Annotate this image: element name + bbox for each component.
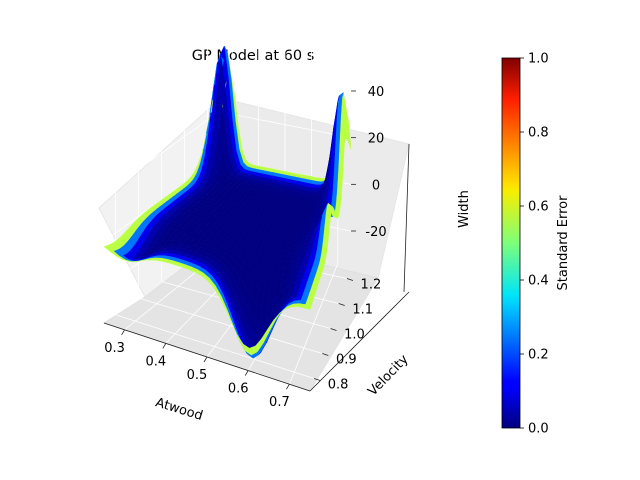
x-tick-mark [203,356,208,363]
y-tick-label: 0.8 [328,378,349,393]
y-tick-mark [338,303,345,306]
colorbar-tick-label: 0.8 [528,126,549,141]
colorbar-gradient [501,57,521,429]
z-axis-label: Width [457,190,472,228]
x-tick-label: 0.7 [269,395,290,410]
x-tick-label: 0.4 [145,354,166,369]
z-axis-line [403,143,410,293]
y-tick-mark [330,328,337,331]
colorbar-tick-label: 0.0 [528,422,549,437]
y-tick-label: 1.1 [352,303,373,318]
y-axis-label: Velocity [365,352,411,399]
chart-title: GP Model at 60 s [192,48,315,64]
x-tick-label: 0.6 [228,382,249,397]
colorbar-tick-label: 1.0 [528,52,549,67]
x-tick-mark [162,343,167,349]
colorbar-tick-label: 0.4 [528,274,549,289]
x-tick-mark [244,370,249,376]
x-axis-label: Atwood [154,395,205,424]
colorbar-ticks: 0.0 0.2 0.4 0.6 0.8 1.0 [520,52,549,437]
colorbar: 0.0 0.2 0.4 0.6 0.8 1.0 Standard Error [501,52,571,437]
y-tick-label: 1.0 [344,328,365,343]
y-tick-mark [313,378,321,381]
surface-patch [103,245,114,252]
x-tick-mark [286,383,290,390]
surface-plot [103,45,352,359]
y-tick-mark [322,353,329,356]
y-tick-label: 0.9 [336,353,357,368]
z-tick-label: 0 [372,178,380,193]
colorbar-label: Standard Error [556,195,571,291]
z-tick-label: -20 [365,225,386,240]
x-tick-label: 0.3 [104,341,125,356]
z-tick-label: 20 [368,132,385,147]
x-tick-mark [121,329,125,336]
y-ticks: 0.8 0.9 1.0 1.1 1.2 [313,278,382,393]
z-tick-label: 40 [368,85,385,100]
x-ticks: 0.3 0.4 0.5 0.6 0.7 [104,329,290,410]
axes-3d: 0.3 0.4 0.5 0.6 0.7 0.8 0.9 1.0 1.1 1.2 -20 0 20 40… [98,32,472,424]
z-ticks: -20 0 20 40 [351,85,387,240]
y-tick-mark [346,278,354,281]
y-tick-label: 1.2 [361,278,382,293]
colorbar-tick-label: 0.2 [528,348,549,363]
y-axis-line [309,291,410,392]
colorbar-tick-label: 0.6 [528,200,549,215]
x-tick-label: 0.5 [187,368,208,383]
